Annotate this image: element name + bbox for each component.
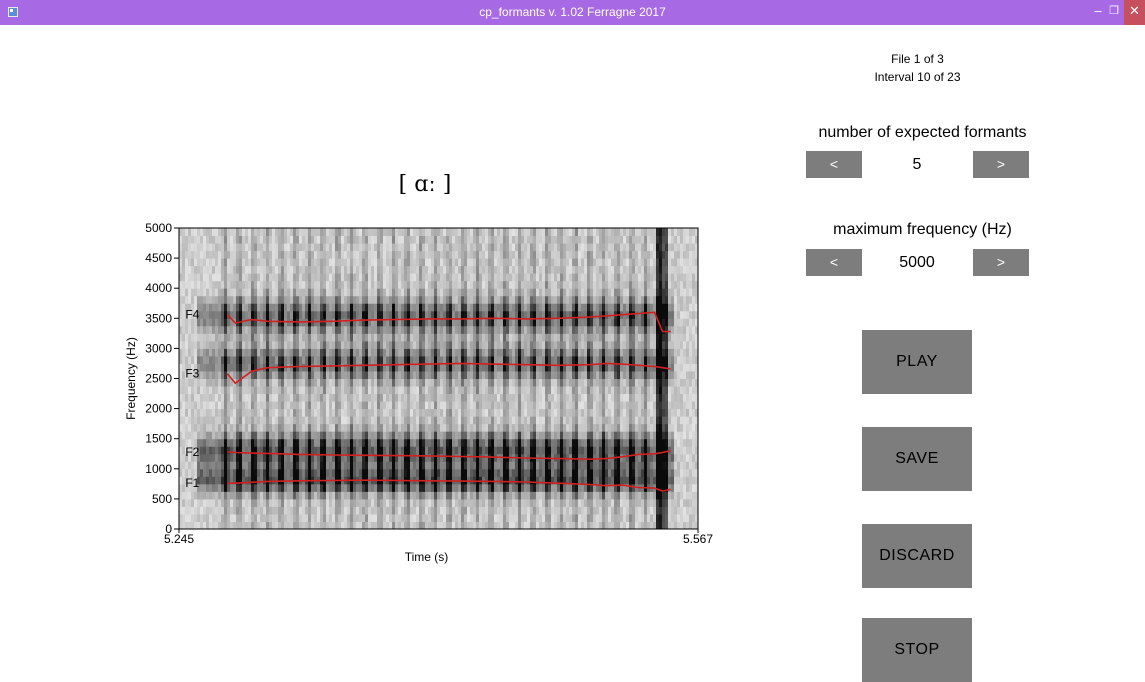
interval-counter: Interval 10 of 23 bbox=[874, 70, 961, 84]
close-button[interactable]: ✕ bbox=[1124, 0, 1145, 25]
plot-frame bbox=[178, 227, 699, 530]
formant-track-f1 bbox=[227, 479, 671, 492]
y-tick-label: 3500 bbox=[145, 311, 172, 325]
maxfreq-value: 5000 bbox=[899, 254, 935, 271]
maxfreq-increase-button[interactable]: > bbox=[973, 249, 1029, 276]
window-title: cp_formants v. 1.02 Ferragne 2017 bbox=[479, 5, 666, 19]
maxfreq-label: maximum frequency (Hz) bbox=[833, 221, 1012, 238]
y-tick-label: 1500 bbox=[145, 432, 172, 446]
x-tick-label: 5.245 bbox=[164, 532, 194, 546]
spectrogram-plot: 0 500 1000 1500 2000 2500 3000 3500 4000 4500 5000… bbox=[124, 221, 713, 564]
maxfreq-decrease-button[interactable]: < bbox=[806, 249, 862, 276]
save-button[interactable]: SAVE bbox=[862, 427, 972, 491]
discard-button[interactable]: DISCARD bbox=[862, 524, 972, 588]
formant-label-f4: F4 bbox=[185, 308, 199, 322]
y-axis-label: Frequency (Hz) bbox=[124, 337, 138, 420]
play-button[interactable]: PLAY bbox=[862, 330, 972, 394]
formant-label-f1: F1 bbox=[185, 476, 199, 490]
formant-label-f3: F3 bbox=[185, 367, 199, 381]
formants-label: number of expected formants bbox=[818, 124, 1027, 141]
formants-decrease-button[interactable]: < bbox=[806, 151, 862, 178]
y-tick-label: 1000 bbox=[145, 462, 172, 476]
window-titlebar: cp_formants v. 1.02 Ferragne 2017 – ❐ ✕ bbox=[0, 0, 1145, 25]
formant-label-f2: F2 bbox=[185, 445, 199, 459]
formants-value: 5 bbox=[912, 156, 922, 173]
x-axis-label: Time (s) bbox=[405, 550, 449, 564]
formant-track-f2 bbox=[227, 449, 671, 461]
y-tick-label: 500 bbox=[152, 492, 172, 506]
y-tick-label: 2000 bbox=[145, 402, 172, 416]
maximize-button[interactable]: ❐ bbox=[1109, 5, 1119, 17]
formants-increase-button[interactable]: > bbox=[973, 151, 1029, 178]
y-tick-label: 4500 bbox=[145, 251, 172, 265]
stop-button[interactable]: STOP bbox=[862, 618, 972, 682]
y-tick-label: 0 bbox=[165, 522, 172, 536]
y-tick-label: 3000 bbox=[145, 341, 172, 355]
app-icon bbox=[8, 7, 18, 17]
formant-track-f3 bbox=[226, 362, 671, 385]
spectrogram-image bbox=[179, 228, 698, 529]
minimize-button[interactable]: – bbox=[1094, 3, 1102, 18]
y-tick-label: 4000 bbox=[145, 281, 172, 295]
y-tick-label: 2500 bbox=[145, 372, 172, 386]
file-counter: File 1 of 3 bbox=[891, 52, 944, 66]
formant-track-f4 bbox=[226, 311, 671, 333]
vowel-label: [ ɑː ] bbox=[398, 172, 452, 197]
y-tick-label: 5000 bbox=[145, 221, 172, 235]
x-tick-label: 5.567 bbox=[683, 532, 713, 546]
